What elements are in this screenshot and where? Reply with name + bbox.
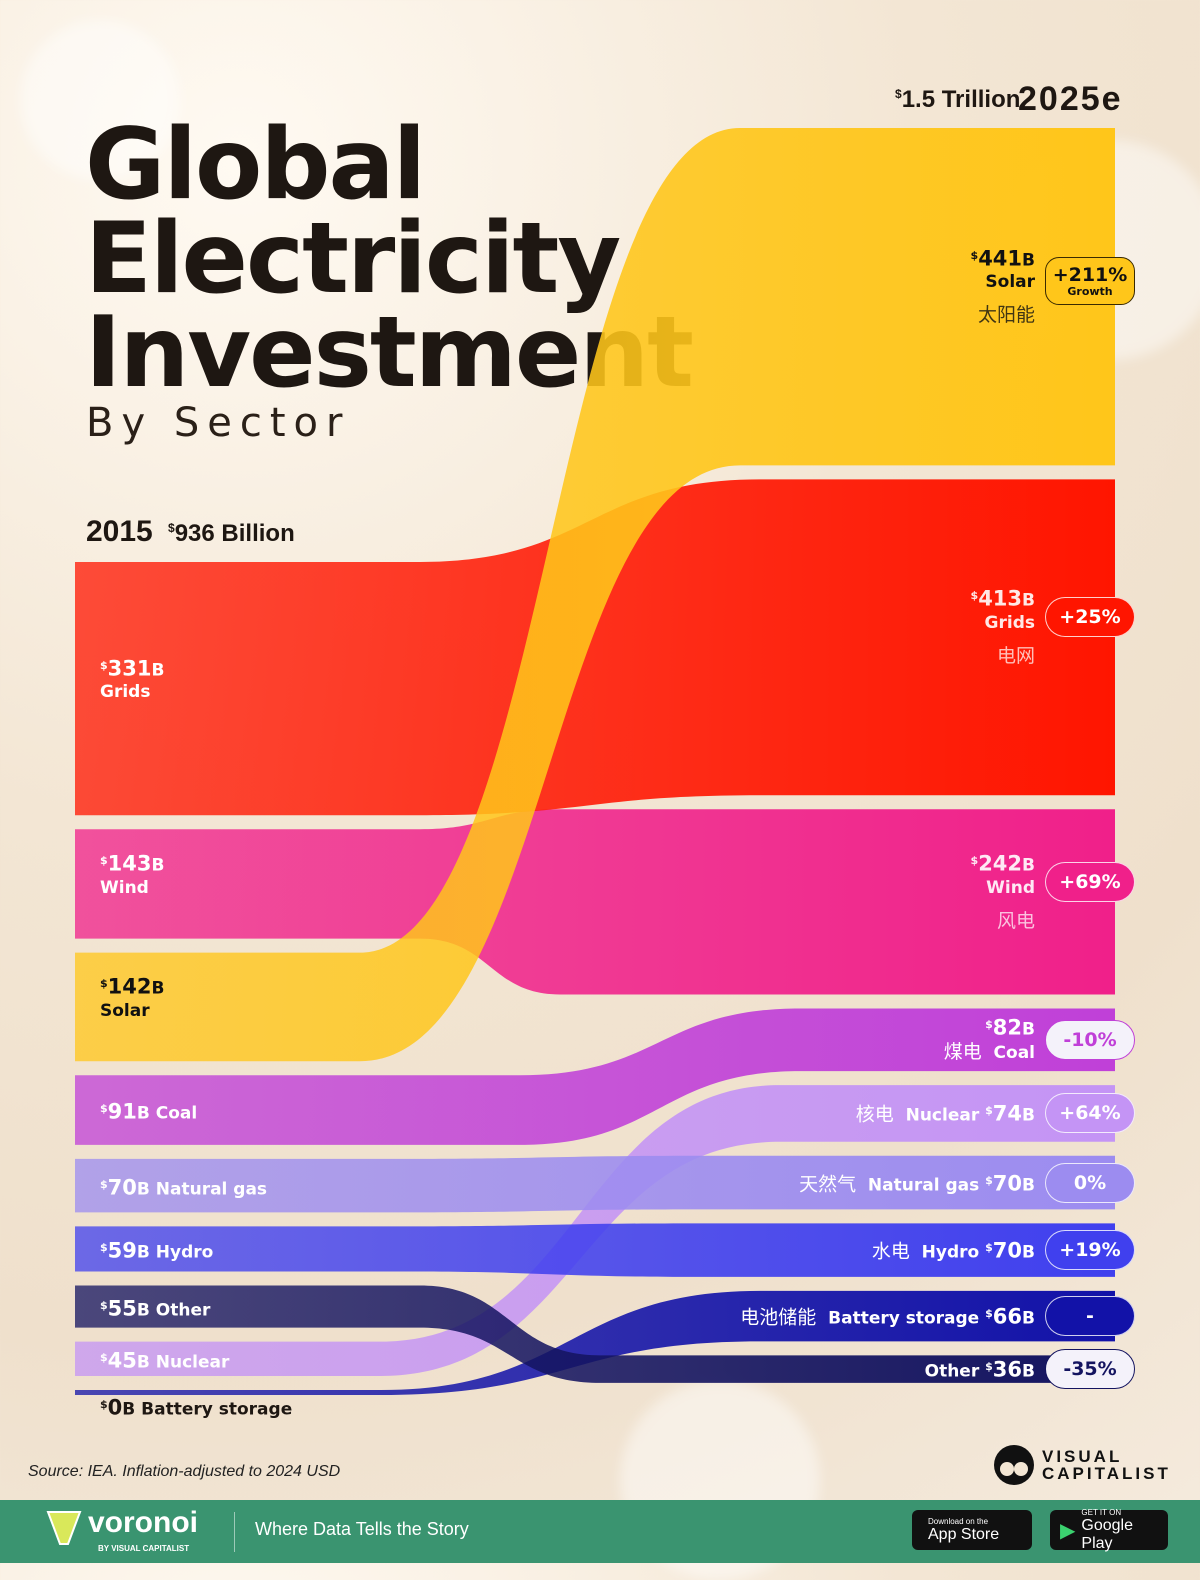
label-2025-hydro: 水电 Hydro $70B <box>871 1238 1035 1263</box>
voronoi-subbrand: BY VISUAL CAPITALIST <box>98 1544 190 1553</box>
label-2025-other: Other $36B <box>924 1357 1035 1382</box>
growth-badge-nuclear: +64% <box>1045 1093 1135 1134</box>
app-store-button[interactable]: Download on the App Store <box>912 1510 1032 1550</box>
play-label: Google Play <box>1081 1516 1133 1552</box>
label-2025-battery-storage: 电池储能 Battery storage $66B <box>740 1304 1035 1329</box>
label-2015-battery-storage: $0B Battery storage <box>100 1395 293 1420</box>
growth-badge-battery-storage: - <box>1045 1296 1135 1337</box>
play-icon: ▶ <box>1060 1519 1076 1542</box>
flow-solar <box>75 128 1115 1062</box>
visual-capitalist-logo: VISUAL CAPITALIST <box>992 1443 1171 1487</box>
page-title: Global Electricity Investment <box>85 108 694 402</box>
growth-badge-coal: -10% <box>1045 1019 1135 1060</box>
label-2015-natural-gas: $70B Natural gas <box>100 1175 268 1200</box>
flow-grids <box>75 479 1115 816</box>
vc-logo-icon <box>994 1445 1034 1485</box>
growth-badge-wind: +69% <box>1045 861 1135 902</box>
logo-text: VISUAL <box>1042 1447 1123 1466</box>
flow-battery-storage <box>75 1290 1115 1396</box>
google-play-button[interactable]: ▶ GET IT ON Google Play <box>1050 1507 1168 1552</box>
growth-badge-solar: +211% Growth <box>1045 256 1135 305</box>
right-total: $1.5 Trillion <box>895 86 1021 113</box>
left-year: 2015 <box>86 515 153 548</box>
title-line: Electricity <box>85 202 621 316</box>
label-2015-other: $55B Other <box>100 1296 211 1321</box>
label-2025-natural-gas: 天然气 Natural gas $70B <box>799 1171 1035 1196</box>
right-year: 2025e <box>1018 80 1123 118</box>
label-2025-nuclear: 核电 Nuclear $74B <box>855 1102 1035 1127</box>
source-note: Source: IEA. Inflation-adjusted to 2024 … <box>28 1463 341 1480</box>
label-2025-wind: $242B Wind 风电 <box>970 851 1035 932</box>
flow-hydro <box>75 1223 1115 1277</box>
label-2015-coal: $91B Coal <box>100 1099 198 1124</box>
flow-coal <box>75 1008 1115 1145</box>
subtitle: By Sector <box>86 400 351 446</box>
flow-other <box>75 1285 1115 1383</box>
tagline: Where Data Tells the Story <box>255 1519 469 1539</box>
growth-badge-grids: +25% <box>1045 597 1135 638</box>
logo-text: CAPITALIST <box>1042 1464 1171 1483</box>
label-2025-grids: $413B Grids 电网 <box>970 586 1035 667</box>
label-2015-grids: $331B Grids <box>100 656 165 703</box>
label-2015-nuclear: $45B Nuclear <box>100 1348 230 1373</box>
app-store-label: App Store <box>928 1525 1000 1543</box>
growth-badge-natural-gas: 0% <box>1045 1162 1135 1203</box>
sankey-chart <box>75 128 1115 1396</box>
growth-badge-other: -35% <box>1045 1349 1135 1390</box>
label-2015-wind: $143B Wind <box>100 851 165 898</box>
app-store-small: Download on the <box>928 1516 989 1526</box>
flow-natural-gas <box>75 1155 1115 1213</box>
left-total: $936 Billion <box>168 520 295 547</box>
label-2025-coal: $82B 煤电 Coal <box>943 1016 1035 1064</box>
title-line: Global <box>85 108 426 222</box>
bokeh <box>20 20 180 180</box>
voronoi-brand[interactable]: voronoi <box>88 1506 198 1539</box>
play-small: GET IT ON <box>1081 1507 1122 1517</box>
divider <box>234 1512 235 1552</box>
voronoi-icon <box>46 1511 82 1545</box>
flow-wind <box>75 809 1115 995</box>
footer: voronoi BY VISUAL CAPITALIST Where Data … <box>0 1500 1200 1563</box>
growth-badge-hydro: +19% <box>1045 1230 1135 1271</box>
label-2015-solar: $142B Solar <box>100 974 165 1021</box>
label-2015-hydro: $59B Hydro <box>100 1238 214 1263</box>
label-2025-solar: $441B Solar 太阳能 <box>970 246 1035 327</box>
